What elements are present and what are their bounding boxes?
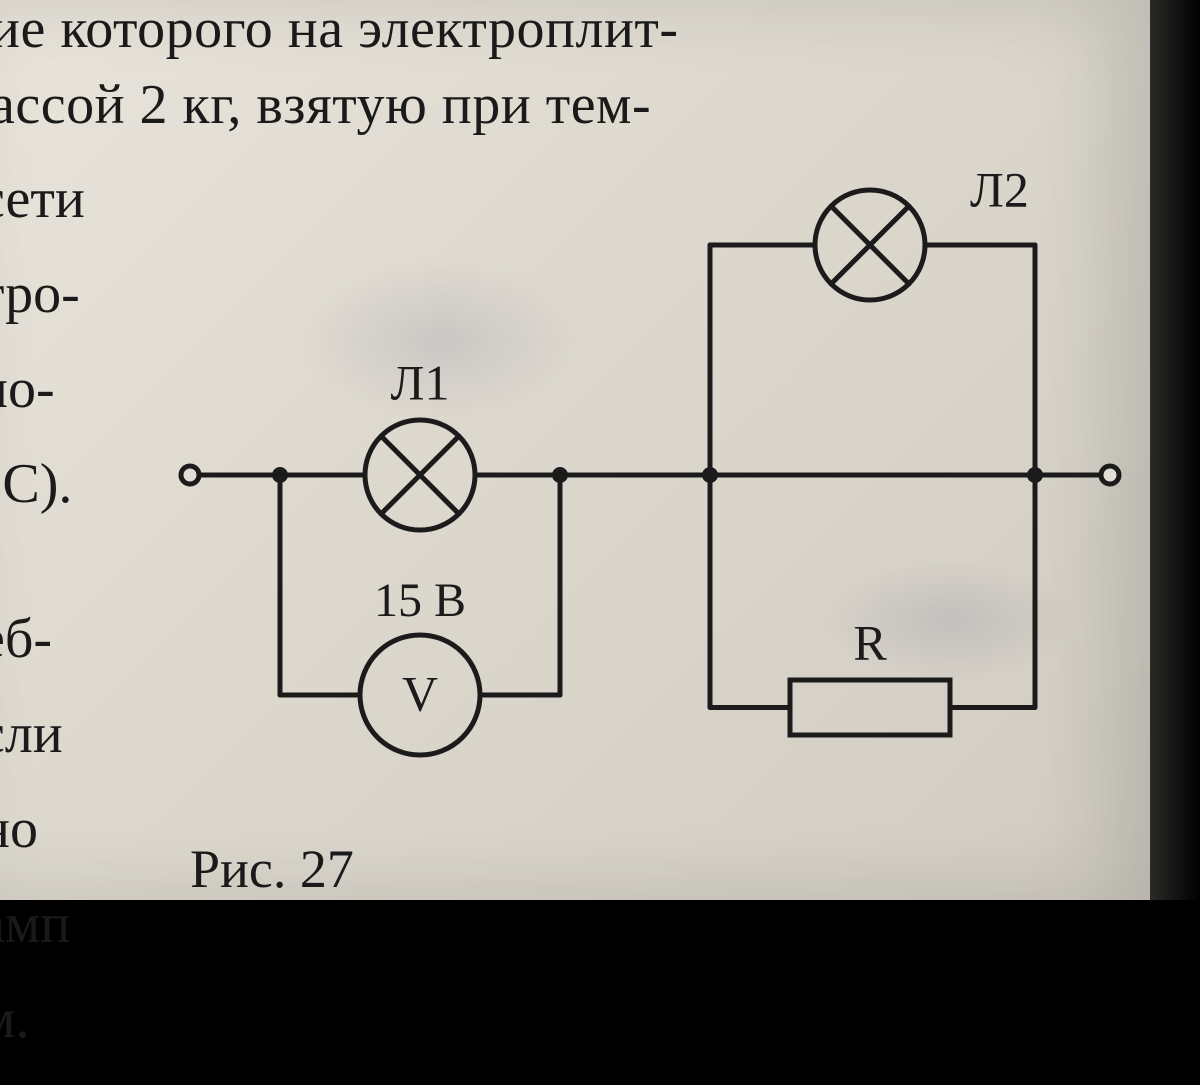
svg-text:V: V	[402, 665, 438, 721]
problem-text-line1: ие которого на электроплит-	[0, 0, 679, 64]
fragment: °C).	[0, 455, 85, 550]
left-fragments: сети тро- ло- °C). еб- сли но амп м.	[0, 170, 85, 1085]
fragment: ло-	[0, 360, 85, 455]
fragment: амп	[0, 895, 85, 990]
page-edge-shadow	[1150, 0, 1200, 900]
svg-text:R: R	[853, 614, 887, 670]
fragment	[0, 550, 85, 610]
fragment: но	[0, 800, 85, 895]
fragment: сли	[0, 705, 85, 800]
fragment: еб-	[0, 610, 85, 705]
svg-text:15 В: 15 В	[374, 574, 466, 627]
fragment: м.	[0, 990, 85, 1085]
fragment: тро-	[0, 265, 85, 360]
problem-text-line2: ассой 2 кг, взятую при тем-	[0, 70, 651, 140]
svg-text:Л1: Л1	[391, 354, 450, 410]
figure-caption: Рис. 27	[190, 838, 354, 900]
fragment: сети	[0, 170, 85, 265]
svg-text:Л2: Л2	[970, 161, 1029, 217]
circuit-diagram: Л1 V 15 В Л2 R	[150, 155, 1150, 855]
textbook-page: ие которого на электроплит- ассой 2 кг, …	[0, 0, 1150, 900]
